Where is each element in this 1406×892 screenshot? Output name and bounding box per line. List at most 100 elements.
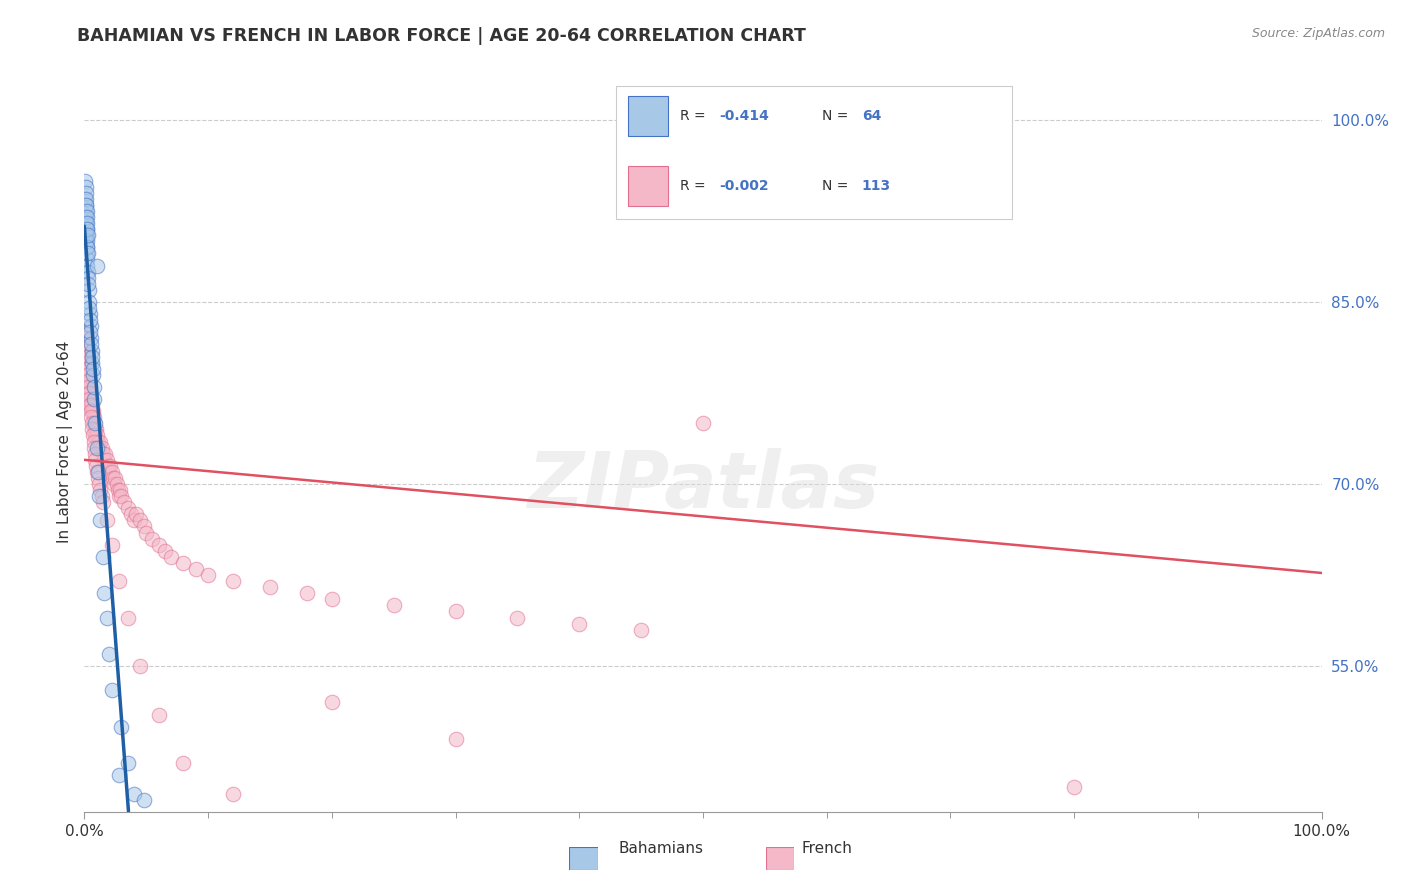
Point: [76, 374, 98, 388]
Point: [87, 434, 110, 449]
Point: [110, 489, 132, 503]
Point: [259, 580, 281, 594]
Point: [129, 659, 152, 673]
Point: [1063, 780, 1085, 795]
Point: [692, 417, 714, 431]
Point: [91, 495, 114, 509]
Point: [76, 380, 98, 394]
Point: [79, 392, 101, 406]
Point: [75, 216, 97, 230]
Point: [108, 574, 131, 588]
Point: [172, 556, 194, 570]
Point: [132, 792, 155, 806]
Point: [76, 234, 98, 248]
Point: [692, 112, 714, 127]
Point: [87, 471, 110, 485]
Point: [568, 616, 591, 631]
Point: [110, 720, 132, 734]
Point: [80, 417, 103, 431]
Point: [75, 179, 97, 194]
Point: [76, 222, 98, 236]
Point: [75, 326, 97, 340]
Point: [89, 483, 111, 497]
Point: [79, 380, 101, 394]
Point: [79, 404, 101, 418]
Point: [76, 222, 98, 236]
Point: [76, 246, 98, 260]
Point: [79, 295, 101, 310]
Point: [86, 441, 108, 455]
Point: [382, 599, 405, 613]
Point: [93, 586, 115, 600]
Point: [120, 508, 142, 522]
Point: [84, 428, 107, 442]
Point: [89, 489, 111, 503]
Point: [630, 623, 652, 637]
Point: [75, 192, 97, 206]
Point: [82, 361, 104, 376]
Point: [76, 240, 98, 254]
Point: [100, 465, 122, 479]
Point: [83, 392, 105, 406]
Point: [94, 447, 117, 461]
Point: [80, 337, 103, 351]
Point: [98, 647, 121, 661]
Point: [82, 368, 104, 382]
Point: [76, 203, 98, 218]
Point: [75, 210, 97, 224]
Point: [76, 368, 98, 382]
Point: [76, 265, 98, 279]
Point: [76, 246, 98, 260]
Point: [98, 465, 121, 479]
Point: [80, 410, 103, 425]
Point: [82, 356, 104, 370]
Point: [82, 398, 104, 412]
Text: Source: ZipAtlas.com: Source: ZipAtlas.com: [1251, 27, 1385, 40]
Point: [76, 356, 98, 370]
Point: [83, 447, 105, 461]
Point: [75, 222, 97, 236]
Point: [153, 543, 176, 558]
Point: [77, 368, 100, 382]
Point: [82, 428, 104, 442]
Point: [77, 386, 100, 401]
Point: [79, 326, 101, 340]
Point: [222, 787, 245, 801]
Point: [132, 519, 155, 533]
Point: [96, 513, 118, 527]
Point: [75, 337, 97, 351]
Point: [82, 422, 104, 436]
Point: [76, 350, 98, 364]
Point: [77, 301, 100, 315]
Point: [129, 513, 152, 527]
Point: [75, 234, 97, 248]
Point: [506, 610, 529, 624]
Point: [89, 441, 111, 455]
Point: [93, 452, 115, 467]
Point: [91, 447, 114, 461]
Point: [108, 489, 131, 503]
Point: [96, 452, 118, 467]
Point: [79, 386, 101, 401]
Point: [122, 513, 145, 527]
Point: [76, 228, 98, 243]
Point: [815, 173, 838, 187]
Point: [76, 228, 98, 243]
Point: [80, 343, 103, 358]
Text: ZIPatlas: ZIPatlas: [527, 448, 879, 524]
Point: [83, 410, 105, 425]
Point: [80, 404, 103, 418]
Point: [76, 240, 98, 254]
Point: [83, 380, 105, 394]
Point: [75, 356, 97, 370]
Point: [110, 483, 132, 497]
Point: [76, 259, 98, 273]
Point: [80, 331, 103, 345]
Point: [117, 610, 139, 624]
Point: [83, 434, 105, 449]
Point: [75, 192, 97, 206]
Point: [75, 173, 97, 187]
Point: [75, 337, 97, 351]
Point: [77, 380, 100, 394]
Point: [76, 374, 98, 388]
